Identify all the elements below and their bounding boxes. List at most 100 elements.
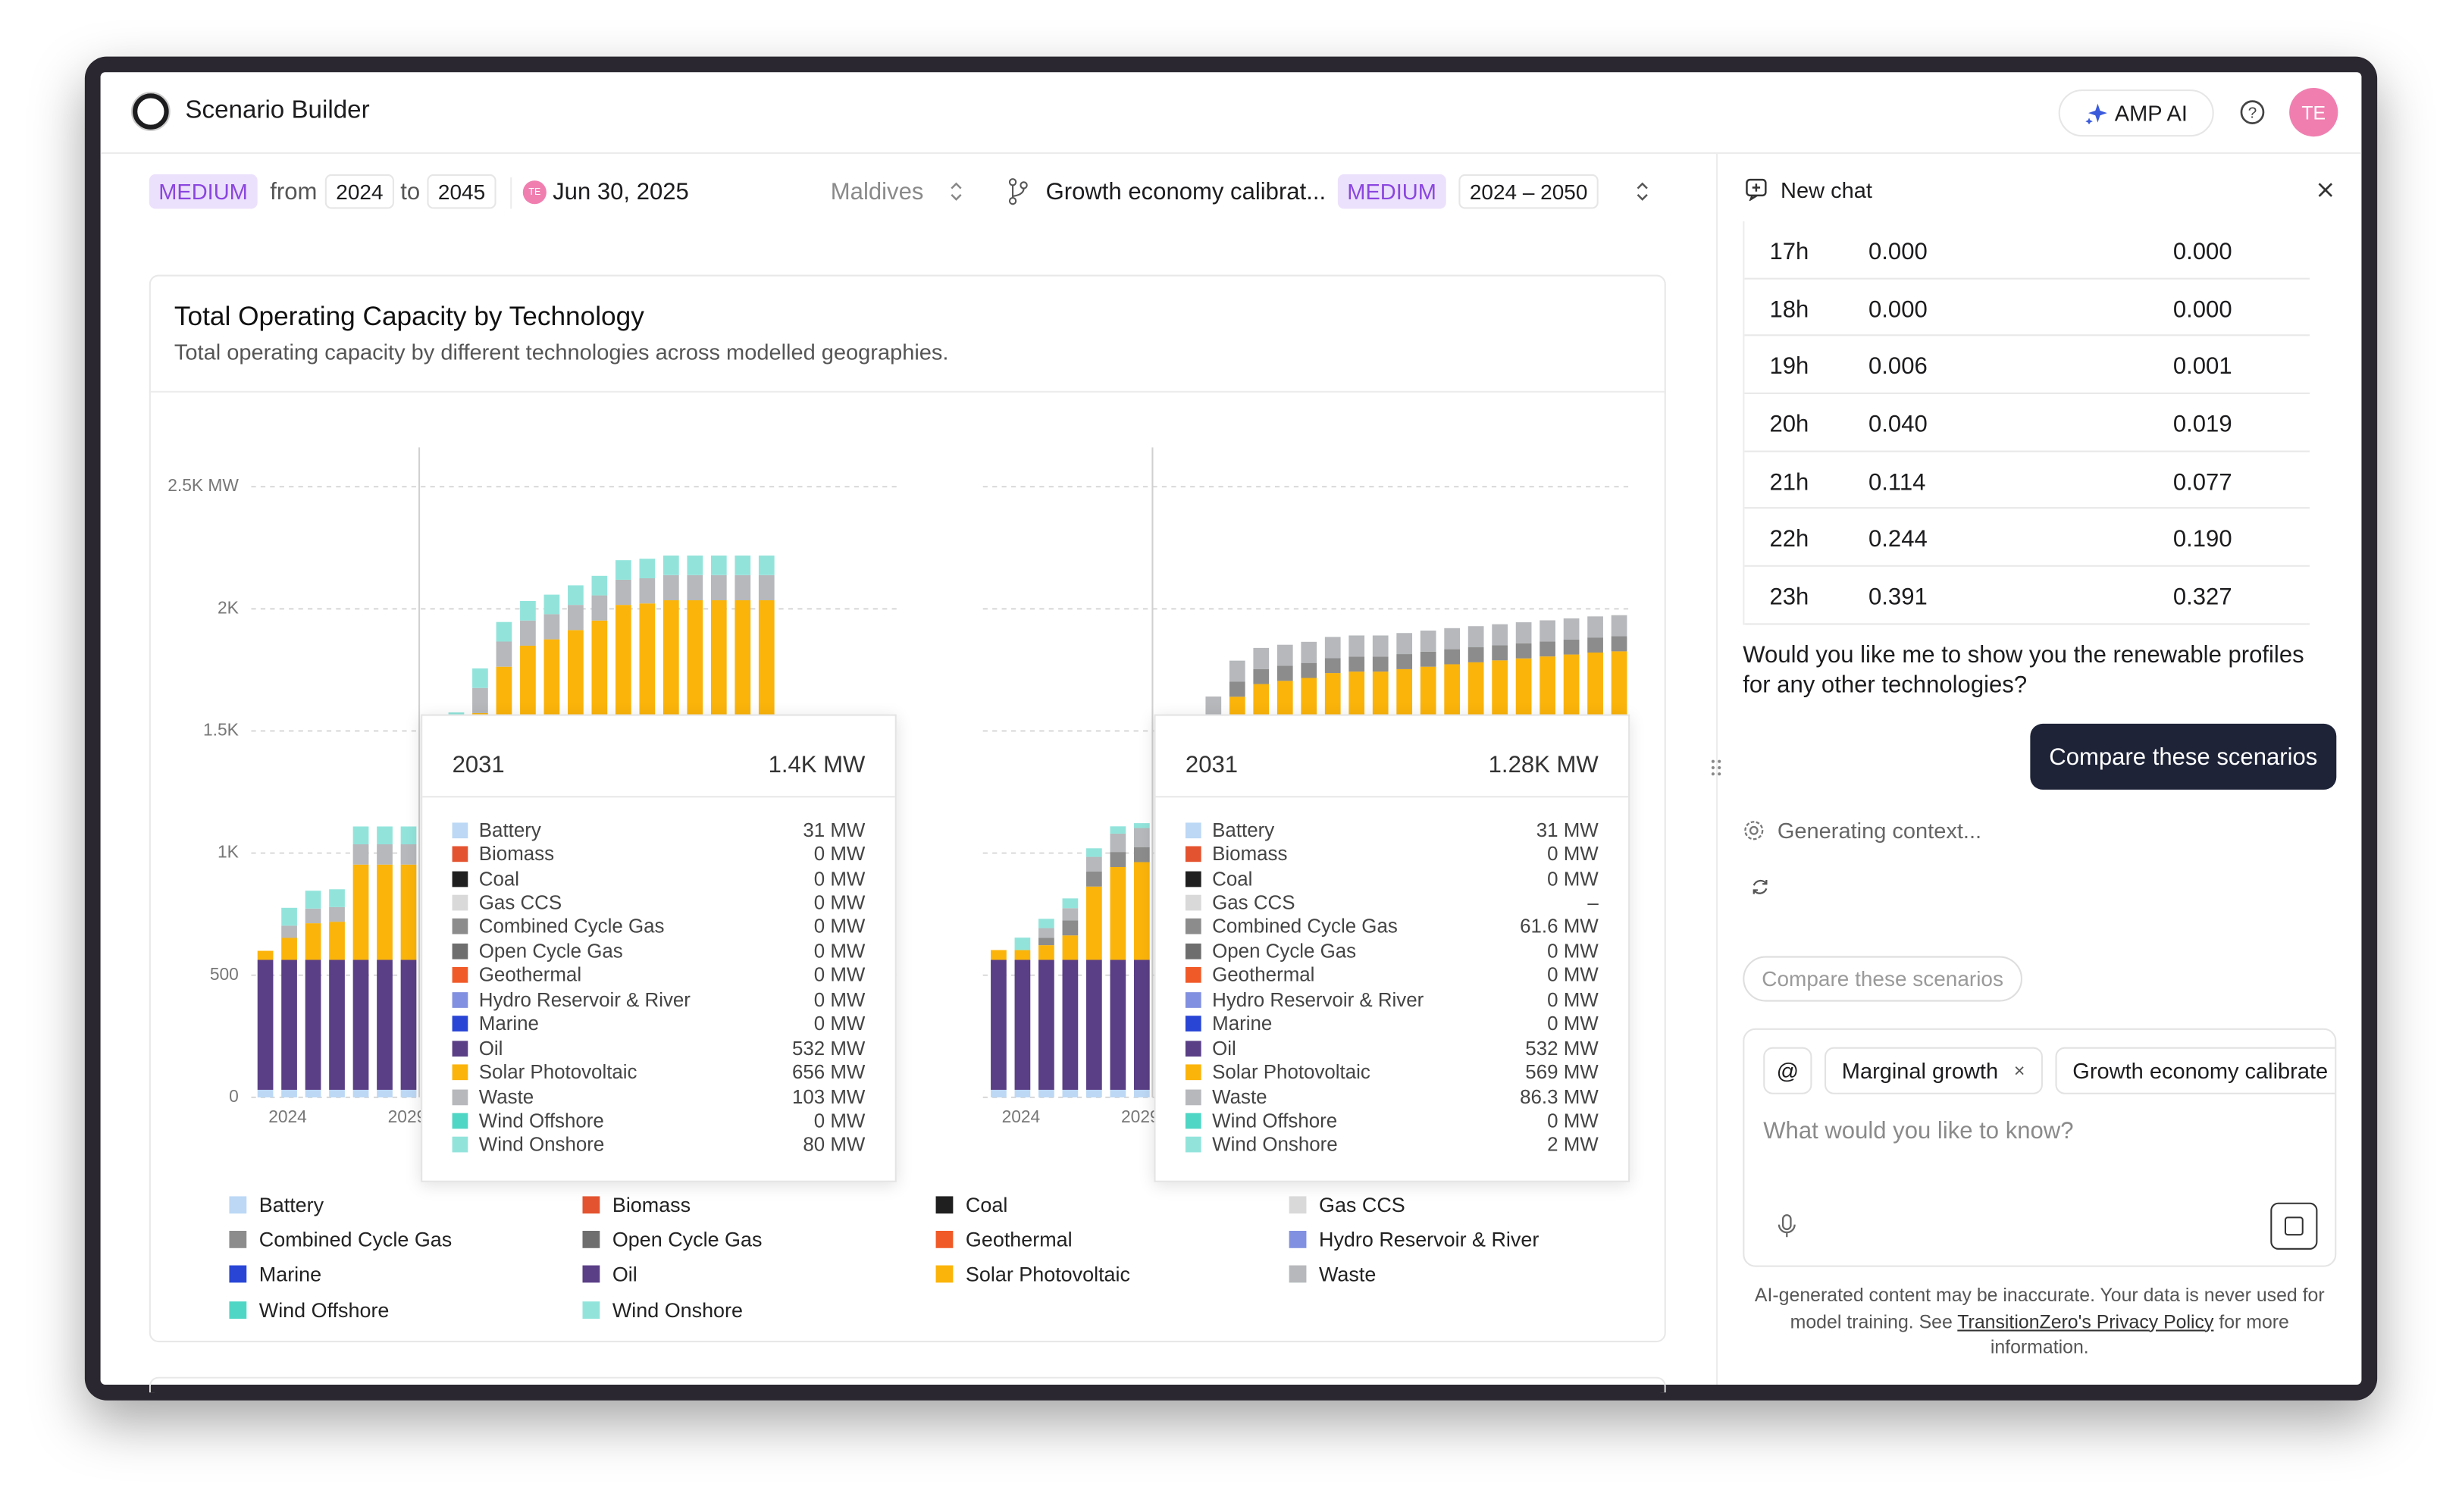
comparison-range[interactable]: 2024 – 2050 — [1458, 174, 1599, 209]
bar-segment — [591, 575, 608, 596]
chevron-icon[interactable] — [947, 179, 966, 204]
stop-button[interactable] — [2270, 1202, 2318, 1250]
bar-segment — [1133, 959, 1150, 1090]
bar-segment — [1110, 866, 1126, 960]
help-icon[interactable]: ? — [2239, 99, 2266, 126]
legend-item: Biomass — [582, 1187, 936, 1222]
privacy-link[interactable]: TransitionZero's Privacy Policy — [1957, 1310, 2214, 1332]
y-tick-label: 2.5K MW — [168, 475, 239, 495]
bar-segment — [1038, 959, 1054, 1090]
tooltip-label: Gas CCS — [1212, 891, 1295, 914]
bar-segment — [1587, 616, 1603, 638]
tooltip-swatch — [1185, 967, 1201, 984]
legend-swatch — [1289, 1195, 1307, 1213]
card-divider — [150, 390, 1665, 393]
legend-swatch — [935, 1195, 954, 1213]
tooltip-row: Coal 0 MW — [452, 866, 865, 891]
bar-segment — [305, 923, 321, 960]
avatar[interactable]: TE — [2289, 88, 2338, 137]
legend-label: Hydro Reservoir & River — [1319, 1227, 1540, 1251]
tooltip-value: 103 MW — [791, 1085, 866, 1108]
bar-segment — [1611, 636, 1627, 652]
bar-segment — [1515, 643, 1532, 659]
bar-segment — [710, 556, 727, 575]
tooltip-label: Gas CCS — [478, 891, 562, 914]
chat-input[interactable]: @ Marginal growth × Growth economy calibr… — [1743, 1028, 2337, 1267]
tooltip-swatch — [452, 1016, 468, 1032]
chart-card — [149, 274, 1666, 1343]
bar-segment — [1444, 649, 1461, 665]
scenario-chip[interactable]: Marginal growth × — [1825, 1047, 2043, 1094]
tooltip-row: Combined Cycle Gas 0 MW — [452, 915, 866, 939]
table-cell: 0.244 — [1868, 526, 1928, 554]
tooltip-value: 86.3 MW — [1520, 1085, 1599, 1108]
table-row: 23h 0.391 0.327 — [1744, 567, 2310, 625]
bar-segment — [1014, 959, 1031, 1090]
tooltip-swatch — [452, 1064, 468, 1081]
tooltip-value: 0 MW — [1547, 964, 1599, 987]
comparison-badge: MEDIUM — [1337, 174, 1446, 209]
x-tick-label: 2029 — [1121, 1107, 1160, 1126]
start-year[interactable]: 2024 — [324, 174, 395, 209]
tooltip-row: Battery 31 MW — [452, 818, 865, 842]
scenario-badge: MEDIUM — [149, 174, 258, 209]
bar-segment — [1563, 639, 1580, 655]
legend-swatch — [229, 1266, 247, 1283]
tooltip-row: Marine 0 MW — [452, 1012, 865, 1036]
bar-segment — [400, 1089, 417, 1097]
ai-button[interactable]: AMP AI — [2058, 89, 2214, 137]
chip-remove[interactable]: × — [2013, 1060, 2025, 1082]
tooltip-swatch — [1185, 1016, 1201, 1032]
bar-segment — [377, 864, 393, 960]
bar-segment — [735, 574, 751, 601]
tooltip-value: 0 MW — [813, 916, 866, 938]
bar-segment — [472, 668, 488, 688]
ai-button-label: AMP AI — [2114, 100, 2188, 126]
tooltip-label: Combined Cycle Gas — [1212, 916, 1398, 938]
legend-label: Oil — [612, 1262, 637, 1286]
tooltip-swatch — [452, 967, 468, 984]
bar-segment — [305, 959, 321, 1090]
mention-chip[interactable]: @ — [1763, 1047, 1812, 1094]
assistant-message: Would you like me to show you the renewa… — [1743, 642, 2304, 699]
tooltip-rows: Battery 31 MW Biomass 0 MW Coal 0 MW Gas CCS 0 … — [452, 818, 866, 1157]
tooltip-label: Coal — [1212, 867, 1253, 890]
tooltip-label: Coal — [478, 867, 520, 890]
tooltip-row: Combined Cycle Gas 61.6 MW — [1185, 915, 1599, 939]
tooltip: 2031 1.28K MW Battery 31 MW Biomass 0 MW Coa… — [1154, 714, 1630, 1182]
logo — [130, 92, 171, 131]
suggestion-chip[interactable]: Compare these scenarios — [1743, 956, 2023, 1002]
bar-segment — [1229, 681, 1245, 697]
chevron-icon[interactable] — [1633, 179, 1652, 204]
tooltip-value: 0 MW — [813, 843, 866, 866]
tooltip-row: Geothermal 0 MW — [452, 963, 865, 988]
bar-segment — [1229, 660, 1245, 682]
tooltip-row: Hydro Reservoir & River 0 MW — [452, 988, 865, 1012]
bar-segment — [377, 1089, 393, 1097]
primary-button[interactable]: Compare these scenarios — [2030, 723, 2337, 790]
svg-text:?: ? — [2248, 104, 2257, 121]
tooltip-swatch — [452, 1040, 468, 1057]
legend-item: Coal — [935, 1187, 1289, 1222]
tooltip-swatch — [1185, 991, 1201, 1008]
comparison-scenario[interactable]: Growth economy calibrat... — [1045, 179, 1327, 206]
drag-handle[interactable] — [1710, 759, 1723, 778]
scenario-chip[interactable]: Growth economy calibrate — [2055, 1047, 2335, 1094]
close-button[interactable] — [2316, 180, 2335, 199]
legend-label: Coal — [965, 1192, 1008, 1216]
tooltip-label: Hydro Reservoir & River — [478, 988, 691, 1011]
region-select[interactable]: Maldives — [830, 179, 924, 206]
bar-segment — [281, 925, 297, 938]
tooltip-value: 2 MW — [1547, 1134, 1599, 1157]
bar-segment — [1253, 647, 1270, 669]
end-year[interactable]: 2045 — [427, 174, 496, 209]
legend-swatch — [582, 1266, 600, 1283]
bar-segment — [1086, 856, 1102, 872]
bar-segment — [400, 959, 417, 1090]
bar-segment — [520, 600, 536, 621]
bar-segment — [1324, 637, 1341, 659]
panel-divider — [1716, 154, 1718, 1385]
legend-swatch — [229, 1195, 247, 1213]
mic-button[interactable] — [1776, 1213, 1798, 1238]
